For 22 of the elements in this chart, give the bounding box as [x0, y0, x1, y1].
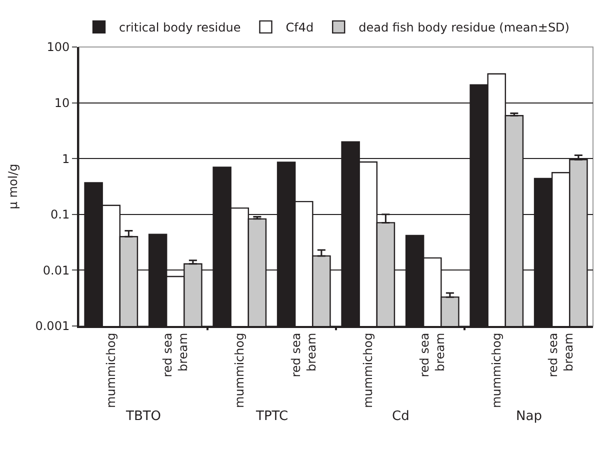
text: Cd — [392, 409, 410, 424]
y-tick-label: 1 — [62, 152, 70, 166]
x-tick-label: mummichog — [361, 332, 376, 408]
text: TPTC — [255, 409, 288, 424]
y-tick-label: 0.001 — [35, 319, 70, 334]
text: Nap — [516, 409, 542, 424]
x-tick-label: red sea bream — [546, 332, 576, 378]
y-tick-label: 10 — [54, 96, 70, 110]
legend-label: Cf4d — [286, 20, 314, 35]
y-tick-label: 0.01 — [42, 263, 70, 278]
x-tick-label: red sea bream — [417, 332, 448, 378]
legend-label: dead fish body residue (mean±SD) — [358, 20, 570, 35]
y-tick-label: 100 — [46, 40, 70, 54]
legend-label: critical body residue — [119, 20, 241, 35]
x-tick-label: mummichog — [232, 332, 247, 408]
y-axis-title: μ mol/g — [6, 164, 20, 210]
y-tick-label: 0.1 — [50, 208, 70, 222]
text: TBTO — [125, 409, 162, 424]
x-tick-label: mummichog — [490, 332, 504, 408]
x-tick-label: red sea bream — [160, 332, 190, 378]
x-tick-label: mummichog — [104, 332, 118, 408]
x-tick-label: red sea bream — [288, 332, 319, 378]
